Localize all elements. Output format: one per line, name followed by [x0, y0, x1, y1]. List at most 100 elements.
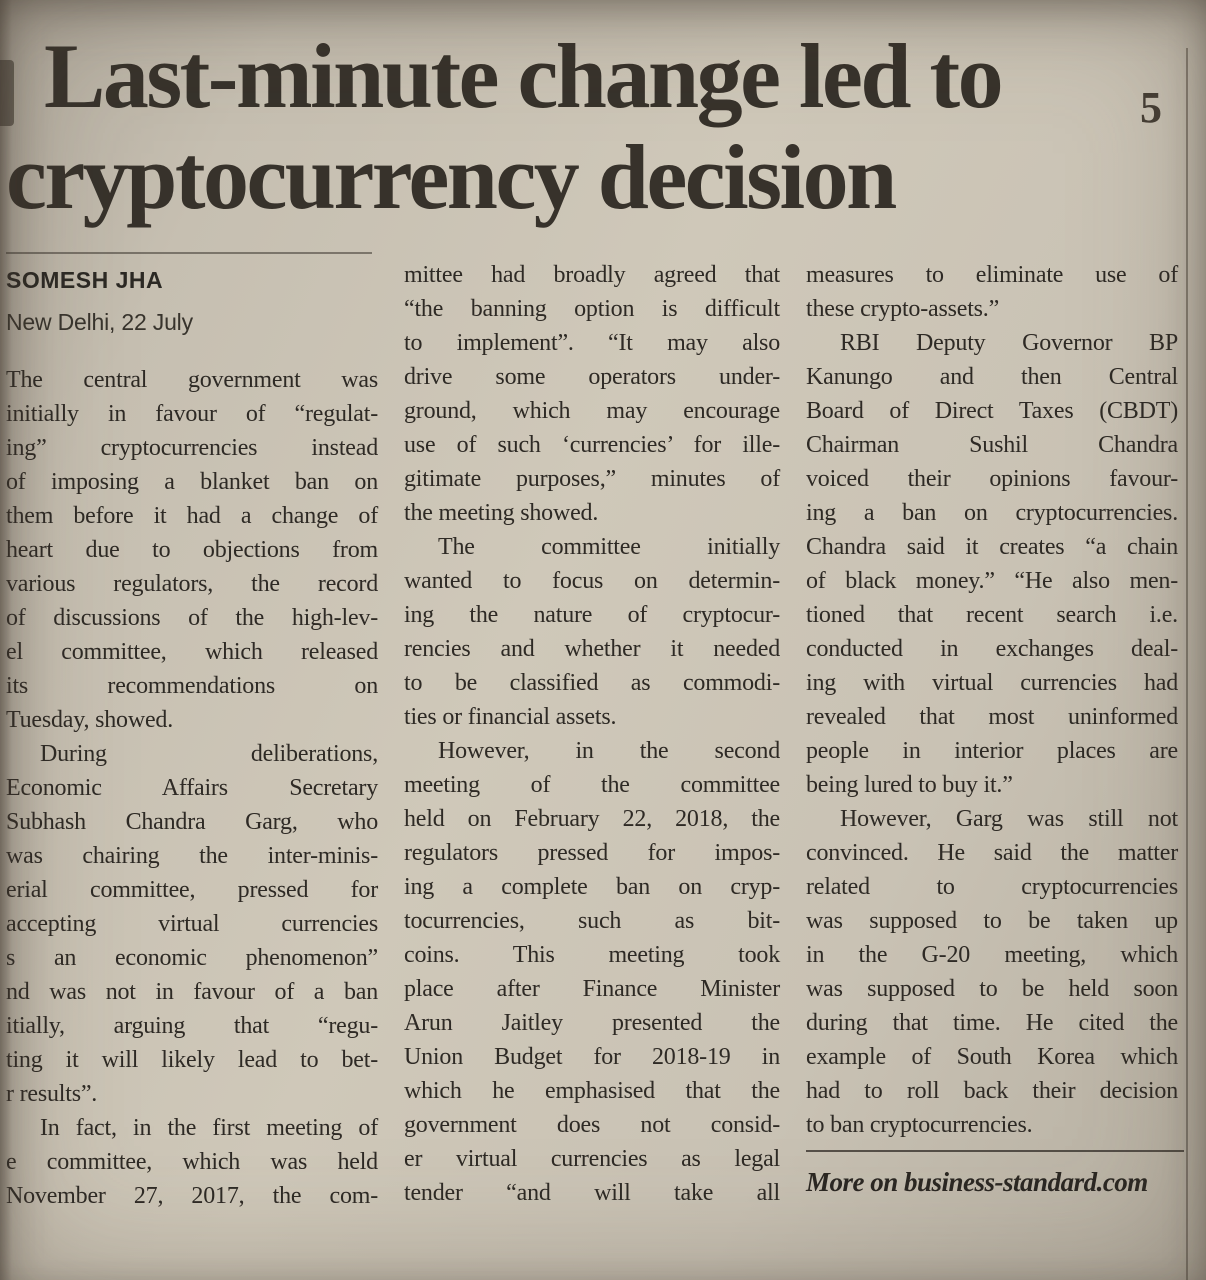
- body-text-line: wanted to focus on determin-: [404, 568, 780, 594]
- body-text-line: However, Garg was still not: [840, 806, 1178, 832]
- paragraph: mittee had broadly agreed that “the banni…: [404, 258, 780, 530]
- body-text-line: ing the nature of cryptocur-: [404, 602, 780, 628]
- byline-divider-rule: [6, 252, 372, 254]
- paragraph: During deliberations, Economic Affairs Se…: [6, 737, 378, 1111]
- body-text-line: heart due to objections from: [6, 537, 378, 563]
- body-text-line: r results”.: [6, 1081, 98, 1107]
- body-text-line: el committee, which released: [6, 639, 378, 665]
- body-text-line: Kanungo and then Central: [806, 364, 1178, 390]
- body-text-line: s an economic phenomenon”: [6, 945, 378, 971]
- body-text-line: “the banning option is difficult: [404, 296, 780, 322]
- body-text-line: itially, arguing that “regu-: [6, 1013, 378, 1039]
- body-text-line: RBI Deputy Governor BP: [840, 330, 1178, 356]
- body-text-line: ties or financial assets.: [404, 704, 617, 730]
- headline-line-2: cryptocurrency decision: [6, 126, 897, 228]
- byline-author: SOMESH JHA: [6, 267, 164, 293]
- body-text-line: during that time. He cited the: [806, 1010, 1178, 1036]
- body-text-line: of imposing a blanket ban on: [6, 469, 378, 495]
- paragraph: However, Garg was still not convinced. He…: [806, 802, 1178, 1142]
- body-text-line: In fact, in the first meeting of: [40, 1115, 378, 1141]
- headline-line-1: Last-minute change led to: [44, 25, 1004, 127]
- body-text-line: held on February 22, 2018, the: [404, 806, 780, 832]
- body-text-line: was chairing the inter-minis-: [6, 843, 378, 869]
- body-text-line: rencies and whether it needed: [404, 636, 780, 662]
- body-text-line: mittee had broadly agreed that: [404, 262, 780, 288]
- body-text-line: was supposed to be held soon: [806, 976, 1178, 1002]
- body-text-line: government does not consid-: [404, 1112, 780, 1138]
- paragraph: However, in the second meeting of the com…: [404, 734, 780, 1210]
- body-text-line: meeting of the committee: [404, 772, 780, 798]
- body-text-line: ing” cryptocurrencies instead: [6, 435, 378, 461]
- body-text-line: tender “and will take all: [404, 1180, 780, 1206]
- clipped-glyph-artifact: [0, 60, 14, 126]
- body-text-line: revealed that most uninformed: [806, 704, 1178, 730]
- body-text-line: these crypto-assets.”: [806, 296, 1000, 322]
- byline-block: SOMESH JHA New Delhi, 22 July: [6, 252, 378, 339]
- body-text-line: of discussions of the high-lev-: [6, 605, 378, 631]
- paragraph: In fact, in the first meeting of e commit…: [6, 1111, 378, 1213]
- body-text-line: ing a complete ban on cryp-: [404, 874, 780, 900]
- body-text-line: The central government was: [6, 367, 378, 393]
- body-text-line: initially in favour of “regulat-: [6, 401, 378, 427]
- body-text-line: Chairman Sushil Chandra: [806, 432, 1178, 458]
- article-column-3: measures to eliminate use of these crypto…: [806, 258, 1178, 1142]
- body-text-line: was supposed to be taken up: [806, 908, 1178, 934]
- body-text-line: coins. This meeting took: [404, 942, 780, 968]
- body-text-line: Economic Affairs Secretary: [6, 775, 378, 801]
- body-text-line: Chandra said it creates “a chain: [806, 534, 1178, 560]
- body-text-line: of black money.” “He also men-: [806, 568, 1178, 594]
- body-text-line: conducted in exchanges deal-: [806, 636, 1178, 662]
- body-text-line: related to cryptocurrencies: [806, 874, 1178, 900]
- body-text-line: people in interior places are: [806, 738, 1178, 764]
- body-text-line: convinced. He said the matter: [806, 840, 1178, 866]
- body-text-line: Union Budget for 2018-19 in: [404, 1044, 780, 1070]
- byline-dateline: New Delhi, 22 July: [6, 309, 193, 335]
- body-text-line: the meeting showed.: [404, 500, 599, 526]
- body-text-line: nd was not in favour of a ban: [6, 979, 378, 1005]
- body-text-line: ing a ban on cryptocurrencies.: [806, 500, 1178, 526]
- paragraph: RBI Deputy Governor BP Kanungo and then C…: [806, 326, 1178, 802]
- body-text-line: tioned that recent search i.e.: [806, 602, 1178, 628]
- footer-credit: More on business-standard.com: [806, 1150, 1184, 1198]
- body-text-line: its recommendations on: [6, 673, 378, 699]
- body-text-line: Board of Direct Taxes (CBDT): [806, 398, 1178, 424]
- body-text-line: Tuesday, showed.: [6, 707, 174, 733]
- body-text-line: Arun Jaitley presented the: [404, 1010, 780, 1036]
- body-text-line: measures to eliminate use of: [806, 262, 1178, 288]
- body-text-line: voiced their opinions favour-: [806, 466, 1178, 492]
- body-text-line: regulators pressed for impos-: [404, 840, 780, 866]
- body-text-line: Subhash Chandra Garg, who: [6, 809, 378, 835]
- body-text-line: During deliberations,: [40, 741, 378, 767]
- body-text-line: them before it had a change of: [6, 503, 378, 529]
- column-1-body: The central government was initially in f…: [6, 363, 378, 1213]
- body-text-line: drive some operators under-: [404, 364, 780, 390]
- body-text-line: in the G-20 meeting, which: [806, 942, 1178, 968]
- body-text-line: However, in the second: [438, 738, 780, 764]
- body-text-line: to ban cryptocurrencies.: [806, 1112, 1033, 1138]
- body-text-line: being lured to buy it.”: [806, 772, 1013, 798]
- body-text-line: various regulators, the record: [6, 571, 378, 597]
- column-divider-rule: [1186, 48, 1188, 1280]
- article-column-2: mittee had broadly agreed that “the banni…: [404, 258, 780, 1210]
- page-number: 5: [1140, 83, 1162, 132]
- body-text-line: example of South Korea which: [806, 1044, 1178, 1070]
- body-text-line: had to roll back their decision: [806, 1078, 1178, 1104]
- body-text-line: November 27, 2017, the com-: [6, 1183, 378, 1209]
- body-text-line: ing with virtual currencies had: [806, 670, 1178, 696]
- body-text-line: er virtual currencies as legal: [404, 1146, 780, 1172]
- body-text-line: e committee, which was held: [6, 1149, 378, 1175]
- body-text-line: accepting virtual currencies: [6, 911, 378, 937]
- body-text-line: ground, which may encourage: [404, 398, 780, 424]
- article-headline: Last-minute change led to cryptocurrency…: [6, 26, 1186, 228]
- paragraph: measures to eliminate use of these crypto…: [806, 258, 1178, 326]
- body-text-line: to implement”. “It may also: [404, 330, 780, 356]
- body-text-line: tocurrencies, such as bit-: [404, 908, 780, 934]
- body-text-line: use of such ‘currencies’ for ille-: [404, 432, 780, 458]
- body-text-line: gitimate purposes,” minutes of: [404, 466, 780, 492]
- body-text-line: place after Finance Minister: [404, 976, 780, 1002]
- paragraph: The central government was initially in f…: [6, 363, 378, 737]
- paragraph: The committee initially wanted to focus o…: [404, 530, 780, 734]
- body-text-line: The committee initially: [438, 534, 780, 560]
- article-column-1: SOMESH JHA New Delhi, 22 July The centra…: [6, 252, 378, 1213]
